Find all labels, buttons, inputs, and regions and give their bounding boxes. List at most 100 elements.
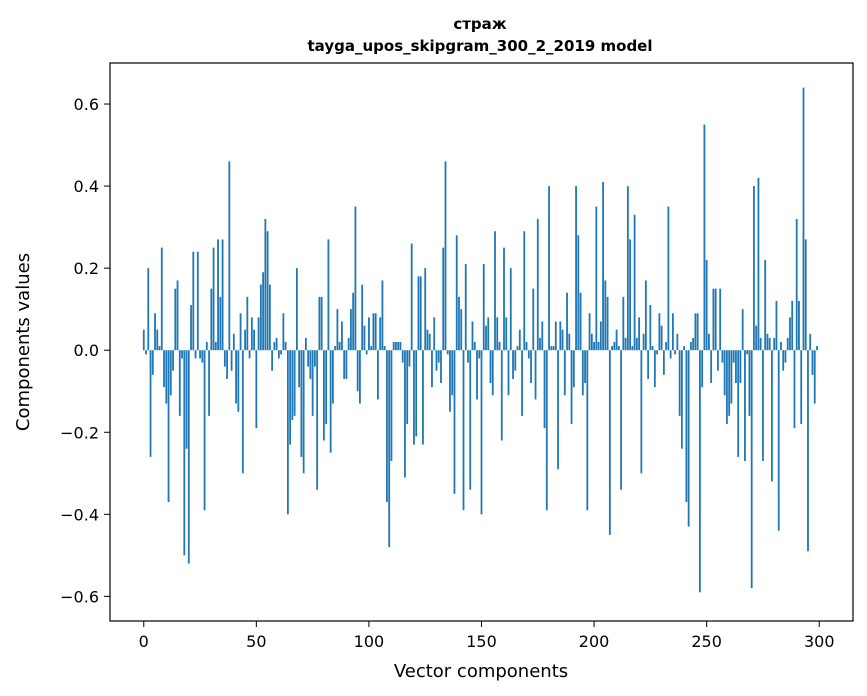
bar-196 <box>584 350 586 384</box>
x-tick-label: 100 <box>354 632 385 651</box>
bar-66 <box>291 350 294 420</box>
bar-218 <box>633 214 636 351</box>
bar-58 <box>273 342 276 351</box>
bar-60 <box>277 350 280 359</box>
bar-294 <box>804 239 807 351</box>
bar-43 <box>239 313 242 351</box>
bar-215 <box>626 186 629 351</box>
bar-174 <box>534 350 537 400</box>
bar-19 <box>185 350 188 449</box>
bar-15 <box>176 280 179 351</box>
bar-26 <box>201 350 204 363</box>
bar-23 <box>194 350 197 359</box>
bar-89 <box>343 350 346 379</box>
bar-85 <box>334 346 337 351</box>
bar-123 <box>419 276 422 351</box>
bar-146 <box>471 321 474 351</box>
bar-288 <box>791 300 794 351</box>
bar-115 <box>401 350 404 363</box>
bar-207 <box>608 350 611 535</box>
bar-260 <box>728 350 731 416</box>
bar-139 <box>455 235 458 351</box>
bar-42 <box>237 350 240 412</box>
bar-227 <box>653 350 656 388</box>
bar-156 <box>494 231 496 351</box>
bar-263 <box>735 350 737 384</box>
bar-249 <box>703 124 706 351</box>
bar-88 <box>341 321 343 351</box>
bar-170 <box>525 342 528 351</box>
bar-112 <box>395 342 397 351</box>
bar-192 <box>575 186 577 351</box>
bar-285 <box>784 350 787 363</box>
bar-203 <box>599 321 602 351</box>
bar-193 <box>577 235 580 351</box>
bar-100 <box>368 317 370 351</box>
y-tick-label: −0.6 <box>60 587 99 606</box>
bar-135 <box>446 350 449 355</box>
bar-292 <box>800 350 803 425</box>
bar-132 <box>440 350 442 384</box>
bar-154 <box>489 350 492 384</box>
bar-143 <box>464 264 467 351</box>
bar-153 <box>487 317 490 351</box>
bar-298 <box>813 350 816 404</box>
bar-236 <box>674 350 677 355</box>
bar-2 <box>147 268 150 351</box>
bar-238 <box>678 350 681 416</box>
bar-76 <box>313 350 316 367</box>
bar-259 <box>726 350 728 425</box>
bar-29 <box>208 350 210 416</box>
bar-178 <box>543 350 546 429</box>
bar-243 <box>689 342 692 351</box>
bar-31 <box>212 247 215 351</box>
bar-16 <box>178 350 181 416</box>
bar-216 <box>629 239 631 351</box>
bar-195 <box>581 350 584 396</box>
bar-286 <box>786 337 789 351</box>
bar-39 <box>230 350 233 371</box>
bar-274 <box>759 337 762 351</box>
y-tick-label: 0.4 <box>74 177 99 196</box>
bar-240 <box>683 346 686 351</box>
bar-297 <box>811 350 814 375</box>
bar-198 <box>588 313 591 351</box>
bar-201 <box>595 206 598 351</box>
bar-50 <box>255 350 258 429</box>
bar-125 <box>424 268 427 351</box>
bar-99 <box>365 350 368 355</box>
bar-103 <box>374 313 377 351</box>
bars-group <box>142 87 818 593</box>
bar-92 <box>350 309 352 351</box>
bar-59 <box>275 337 278 351</box>
bar-183 <box>554 321 557 351</box>
bar-204 <box>602 181 604 351</box>
bar-25 <box>199 350 201 359</box>
bar-133 <box>442 247 445 351</box>
bar-224 <box>647 350 650 379</box>
bar-210 <box>615 329 618 351</box>
bar-262 <box>732 350 735 363</box>
bar-14 <box>174 288 177 351</box>
bar-67 <box>293 350 296 416</box>
bar-73 <box>307 350 310 367</box>
bar-136 <box>449 350 451 412</box>
bar-206 <box>606 296 609 351</box>
bar-17 <box>181 350 183 359</box>
chart-title: страж <box>453 15 506 33</box>
bar-116 <box>404 350 406 478</box>
bar-282 <box>777 350 780 531</box>
bar-140 <box>458 296 460 351</box>
bar-130 <box>435 350 438 371</box>
bar-117 <box>406 350 409 425</box>
bar-142 <box>462 350 465 511</box>
bar-244 <box>692 337 695 351</box>
bar-291 <box>798 300 800 351</box>
bar-44 <box>241 350 244 474</box>
bar-284 <box>782 350 785 371</box>
bar-4 <box>151 350 154 375</box>
bar-150 <box>480 350 483 515</box>
bar-166 <box>516 346 519 351</box>
bar-78 <box>318 296 321 351</box>
bar-275 <box>762 350 764 461</box>
